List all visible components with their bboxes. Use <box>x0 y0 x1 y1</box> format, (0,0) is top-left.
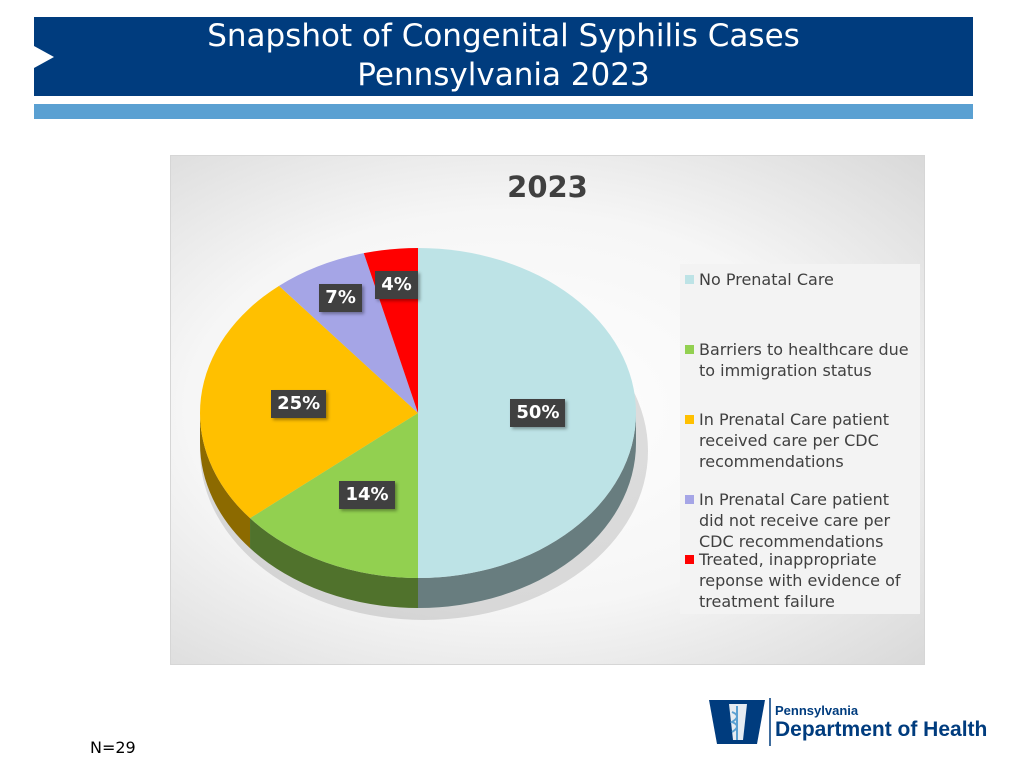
banner-arrow-icon <box>34 46 54 68</box>
legend-item-1: No Prenatal Care <box>685 269 915 290</box>
pie-slice-4 <box>279 253 418 413</box>
footnote: N=29 <box>90 738 136 757</box>
page-title-line-1: Snapshot of Congenital Syphilis Cases <box>207 18 800 54</box>
legend-swatch <box>685 415 694 424</box>
data-label-5: 4% <box>375 271 418 300</box>
page-title: Snapshot of Congenital Syphilis Cases Pe… <box>34 17 973 96</box>
chart-legend: No Prenatal Care Barriers to healthcare d… <box>680 264 920 614</box>
legend-item-4: In Prenatal Care patient did not receive… <box>685 489 915 552</box>
logo-text-state: Pennsylvania <box>775 703 859 718</box>
legend-label: Treated, inappropriate reponse with evid… <box>699 550 901 611</box>
data-label-3: 25% <box>271 390 327 419</box>
pie-slice-side-1 <box>418 413 636 608</box>
legend-label: In Prenatal Care patient did not receive… <box>699 490 891 551</box>
legend-label: No Prenatal Care <box>699 270 834 289</box>
title-banner <box>34 17 973 96</box>
legend-swatch <box>685 275 694 284</box>
legend-label: Barriers to healthcare due to immigratio… <box>699 340 909 380</box>
page-title-line-2: Pennsylvania 2023 <box>357 57 650 93</box>
data-label-4: 7% <box>319 284 362 313</box>
legend-swatch <box>685 495 694 504</box>
legend-item-3: In Prenatal Care patient received care p… <box>685 409 915 472</box>
pie-slice-2 <box>250 413 418 578</box>
chart-title: 2023 <box>507 170 588 204</box>
pie-slice-side-3 <box>200 413 251 549</box>
logo-text-department: Department of Health <box>775 718 988 741</box>
data-label-2: 14% <box>339 481 395 510</box>
legend-swatch <box>685 555 694 564</box>
data-label-1: 50% <box>510 399 566 427</box>
legend-label: In Prenatal Care patient received care p… <box>699 410 890 471</box>
legend-item-5: Treated, inappropriate reponse with evid… <box>685 549 915 612</box>
legend-item-2: Barriers to healthcare due to immigratio… <box>685 339 915 381</box>
legend-swatch <box>685 345 694 354</box>
keystone-logo-icon <box>709 698 771 746</box>
pie-slice-side-2 <box>250 518 418 608</box>
accent-bar <box>34 104 973 119</box>
